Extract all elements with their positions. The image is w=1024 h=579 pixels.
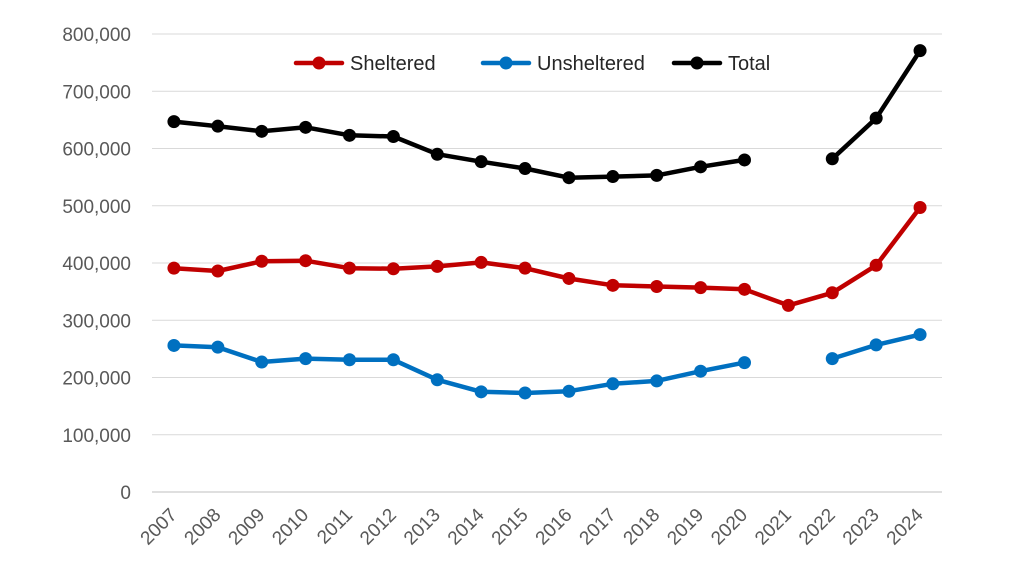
sheltered-point-2007 [167,261,181,275]
x-tick-label: 2014 [444,504,489,549]
series-sheltered [167,200,927,312]
unsheltered-point-2016 [562,384,576,398]
unsheltered-point-2020 [738,356,751,370]
y-tick-label: 300,000 [62,311,131,332]
x-tick-label: 2023 [839,505,884,550]
sheltered-point-2010 [299,254,313,268]
legend-swatch-marker-sheltered [312,56,326,70]
total-point-2011 [343,128,356,142]
x-tick-label: 2015 [488,505,533,550]
y-tick-label: 700,000 [62,82,131,103]
sheltered-point-2012 [386,262,400,276]
x-tick-label: 2022 [795,505,840,550]
unsheltered-point-2013 [430,373,444,387]
x-tick-label: 2020 [707,505,752,550]
y-tick-label: 0 [120,483,131,504]
unsheltered-point-2008 [211,340,225,354]
sheltered-line [171,205,923,308]
total-point-2014 [474,155,488,169]
y-tick-label: 500,000 [62,197,131,218]
unsheltered-point-2018 [650,374,664,388]
unsheltered-point-2014 [474,385,488,399]
sheltered-point-2021 [781,298,795,312]
legend-swatch-marker-unsheltered [499,56,513,70]
x-tick-label: 2013 [400,505,445,550]
total-point-2009 [255,124,269,138]
unsheltered-point-2022 [825,352,839,366]
total-point-2013 [430,147,444,161]
x-axis: 2007 2008 2009 2010 2011 2012 2013 2014 2015 2016… [137,504,928,549]
x-tick-label: 2008 [181,505,226,550]
total-point-2023 [869,111,883,125]
x-tick-label: 2016 [532,505,577,550]
total-point-2020 [738,153,751,167]
total-point-2010 [299,120,313,134]
unsheltered-point-2024 [913,328,927,342]
sheltered-point-2020 [738,282,751,296]
unsheltered-point-2017 [606,377,620,391]
x-tick-label: 2021 [751,505,796,550]
sheltered-point-2009 [255,254,269,268]
total-line [171,119,747,180]
y-tick-label: 100,000 [62,426,131,447]
sheltered-point-2022 [825,286,839,300]
total-point-2008 [211,119,225,133]
x-tick-label: 2010 [268,505,313,550]
total-point-2018 [650,168,664,182]
sheltered-point-2018 [650,279,664,293]
unsheltered-point-2007 [167,338,181,352]
total-point-2016 [562,171,576,185]
unsheltered-line [171,343,747,396]
y-tick-label: 600,000 [62,140,131,161]
total-point-2012 [386,129,400,143]
series-total [167,44,927,185]
series-unsheltered [167,328,927,400]
total-line [830,48,923,162]
unsheltered-point-2010 [299,352,313,366]
total-point-2024 [913,44,927,58]
sheltered-point-2014 [474,255,488,269]
sheltered-point-2008 [211,264,225,278]
legend-swatch-marker-total [690,56,704,70]
x-tick-label: 2019 [663,505,708,550]
y-axis: 0 100,000 200,000 300,000 400,000 500,000 600,… [62,25,131,504]
unsheltered-point-2012 [386,353,400,367]
sheltered-point-2023 [869,258,883,272]
x-tick-label: 2018 [620,505,665,550]
legend-label-sheltered: Sheltered [350,53,436,75]
x-tick-label: 2012 [356,505,401,550]
sheltered-point-2019 [694,281,708,295]
series-group [167,44,927,400]
total-point-2022 [825,152,839,166]
sheltered-point-2011 [343,261,356,275]
legend-label-unsheltered: Unsheltered [537,53,645,75]
unsheltered-point-2023 [869,338,883,352]
x-tick-label: 2009 [225,505,270,550]
x-tick-label: 2024 [883,504,928,549]
unsheltered-point-2011 [343,353,356,367]
sheltered-point-2015 [518,261,532,275]
sheltered-point-2016 [562,271,576,285]
y-tick-label: 400,000 [62,254,131,275]
total-point-2019 [694,160,708,174]
x-tick-label: 2011 [313,505,357,549]
total-point-2007 [167,115,181,129]
sheltered-point-2024 [913,200,927,214]
sheltered-point-2017 [606,278,620,292]
legend-label-total: Total [728,53,770,75]
x-tick-label: 2017 [576,505,621,550]
total-point-2017 [606,170,620,184]
unsheltered-point-2015 [518,386,532,400]
sheltered-point-2013 [430,259,444,273]
unsheltered-point-2019 [694,364,708,378]
y-tick-label: 800,000 [62,25,131,46]
unsheltered-point-2009 [255,355,269,369]
x-tick-label: 2007 [137,505,182,550]
legend: Sheltered Unsheltered Total [293,53,770,75]
total-point-2015 [518,162,532,176]
y-tick-label: 200,000 [62,369,131,390]
